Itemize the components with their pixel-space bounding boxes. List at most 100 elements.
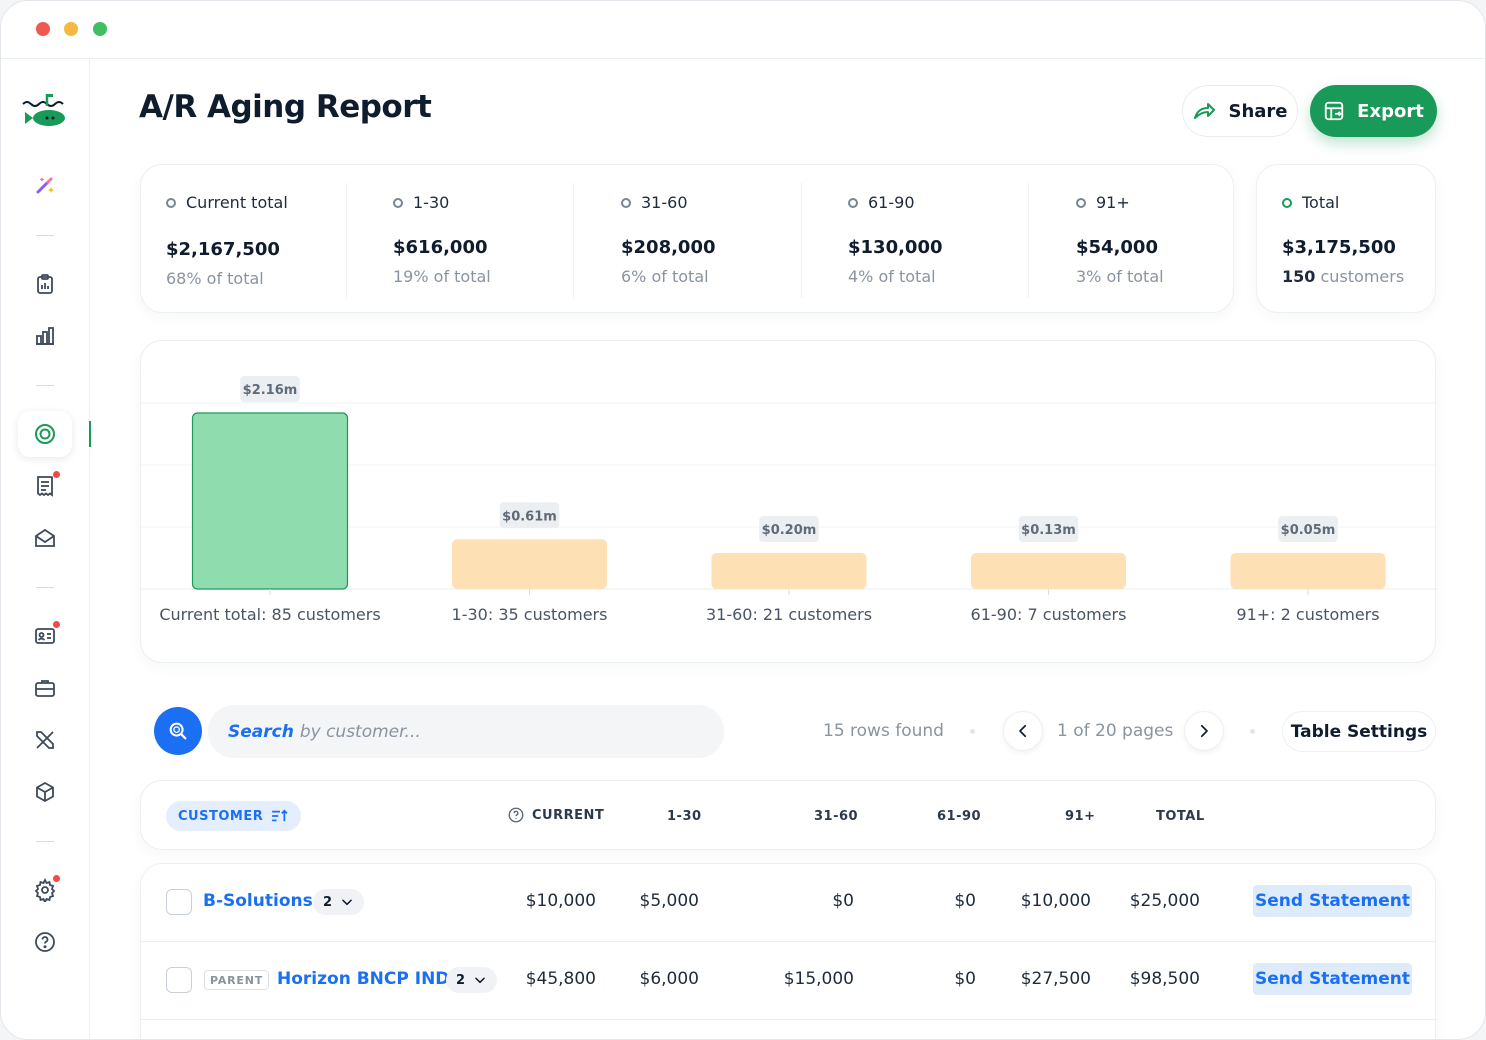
target-icon[interactable] (18, 411, 72, 457)
box-icon[interactable] (18, 769, 72, 815)
data-label: $2.16m (243, 383, 298, 398)
page-indicator: 1 of 20 pages (1057, 721, 1174, 741)
summary-total: Total $3,175,500 150 customers (1282, 165, 1432, 314)
amount-61-90: $0 (954, 969, 976, 989)
category-label: 31-60: 21 customers (706, 605, 872, 624)
summary-label: 91+ (1096, 193, 1130, 212)
row-checkbox[interactable] (166, 889, 192, 915)
aging-bar-chart: $2.16m Current total: 85 customers $0.61m 1… (141, 376, 1437, 624)
current-amount: $45,800 (525, 969, 596, 989)
page-title: A/R Aging Report (139, 89, 432, 125)
sidebar-divider (36, 385, 54, 386)
total-amount: $98,500 (1129, 969, 1200, 989)
amount-31-60: $0 (832, 891, 854, 911)
table-header: CUSTOMER CURRENT 1-30 31-60 61-90 91+ TO… (140, 780, 1436, 850)
bar-chart-icon[interactable] (18, 313, 72, 359)
search-button[interactable] (154, 707, 202, 755)
expand-children-button[interactable]: 2 (313, 889, 365, 915)
total-label: Total (1302, 193, 1340, 212)
expand-children-button[interactable]: 2 (446, 967, 498, 993)
notification-badge (52, 874, 61, 883)
minimize-window-button[interactable] (64, 22, 78, 36)
bar-4 (971, 553, 1126, 589)
summary-percent: 68% of total (166, 269, 264, 288)
column-header-61-90[interactable]: 61-90 (937, 809, 982, 824)
category-label: 61-90: 7 customers (971, 605, 1127, 624)
send-statement-button[interactable]: Send Statement (1253, 963, 1412, 995)
help-icon[interactable] (18, 919, 72, 965)
column-header-total[interactable]: TOTAL (1156, 809, 1205, 824)
category-label: Current total: 85 customers (159, 605, 380, 624)
data-label: $0.13m (1021, 523, 1076, 538)
children-count: 2 (456, 972, 466, 988)
sort-customer-button[interactable]: CUSTOMER (166, 801, 302, 831)
column-header-1-30[interactable]: 1-30 (667, 809, 702, 824)
data-label-badge (759, 516, 819, 542)
total-card: Total $3,175,500 150 customers (1256, 164, 1436, 313)
send-statement-button[interactable]: Send Statement (1253, 885, 1412, 917)
receipt-icon[interactable] (18, 463, 72, 509)
customer-count: 150 (1282, 267, 1316, 286)
export-label: Export (1357, 100, 1424, 122)
briefcase-icon[interactable] (18, 665, 72, 711)
settings-icon[interactable] (18, 867, 72, 913)
data-label: $0.05m (1281, 523, 1336, 538)
search-input[interactable]: Search by customer... (208, 705, 724, 758)
divider (573, 183, 574, 298)
spreadsheet-icon (1325, 101, 1344, 121)
summary-percent: 4% of total (848, 267, 936, 286)
notification-badge (52, 470, 61, 479)
chevron-right-icon (1200, 724, 1208, 738)
active-indicator (89, 421, 91, 447)
column-header-31-60[interactable]: 31-60 (814, 809, 859, 824)
summary-value: $2,167,500 (166, 239, 280, 260)
summary-91-plus: 91+ $54,000 3% of total (1076, 165, 1226, 314)
sidebar-divider (36, 841, 54, 842)
column-header-current[interactable]: CURRENT (507, 806, 604, 824)
summary-label: 1-30 (413, 193, 450, 212)
status-dot (393, 197, 403, 208)
sidebar-divider (36, 587, 54, 588)
row-checkbox[interactable] (166, 967, 192, 993)
data-label-badge (240, 376, 300, 402)
summary-31-60: 31-60 $208,000 6% of total (621, 165, 801, 314)
amount-91-plus: $27,500 (1020, 969, 1091, 989)
summary-label: 61-90 (868, 193, 915, 212)
summary-61-90: 61-90 $130,000 4% of total (848, 165, 1028, 314)
total-amount: $25,000 (1129, 891, 1200, 911)
summary-percent: 19% of total (393, 267, 491, 286)
summary-percent: 3% of total (1076, 267, 1164, 286)
table-row: B-Solutions 2 $10,000 $5,000 $0 $0 $10,0… (141, 864, 1437, 942)
table-settings-button[interactable]: Table Settings (1282, 711, 1436, 752)
share-button[interactable]: Share (1182, 85, 1298, 137)
summary-label: 31-60 (641, 193, 688, 212)
summary-label: Current total (186, 193, 288, 212)
maximize-window-button[interactable] (93, 22, 107, 36)
share-arrow-icon (1194, 103, 1216, 119)
logo-icon[interactable] (18, 87, 72, 133)
sidebar-divider (36, 235, 54, 236)
divider (1028, 183, 1029, 298)
magic-wand-icon[interactable] (18, 162, 72, 208)
customer-name-link[interactable]: B-Solutions (203, 891, 313, 911)
clipboard-icon[interactable] (18, 261, 72, 307)
close-window-button[interactable] (36, 22, 50, 36)
column-header-customer: CUSTOMER (178, 808, 264, 824)
column-header-91-plus[interactable]: 91+ (1065, 809, 1096, 824)
amount-1-30: $6,000 (639, 969, 699, 989)
customer-name-link[interactable]: Horizon BNCP IND (277, 969, 450, 989)
next-page-button[interactable] (1184, 711, 1224, 751)
previous-page-button[interactable] (1003, 711, 1043, 751)
chevron-down-icon (475, 977, 485, 984)
column-header-current-label: CURRENT (532, 807, 605, 823)
table-row: PARENT Horizon BNCP IND 2 $45,800 $6,000… (141, 942, 1437, 1020)
export-button[interactable]: Export (1310, 85, 1437, 137)
sidebar (1, 59, 91, 1039)
chevron-down-icon (342, 899, 352, 906)
mail-icon[interactable] (18, 515, 72, 561)
tools-icon[interactable] (18, 717, 72, 763)
search-icon (169, 722, 187, 740)
aging-summary-card: Current total $2,167,500 68% of total 1-… (140, 164, 1234, 313)
contact-card-icon[interactable] (18, 613, 72, 659)
